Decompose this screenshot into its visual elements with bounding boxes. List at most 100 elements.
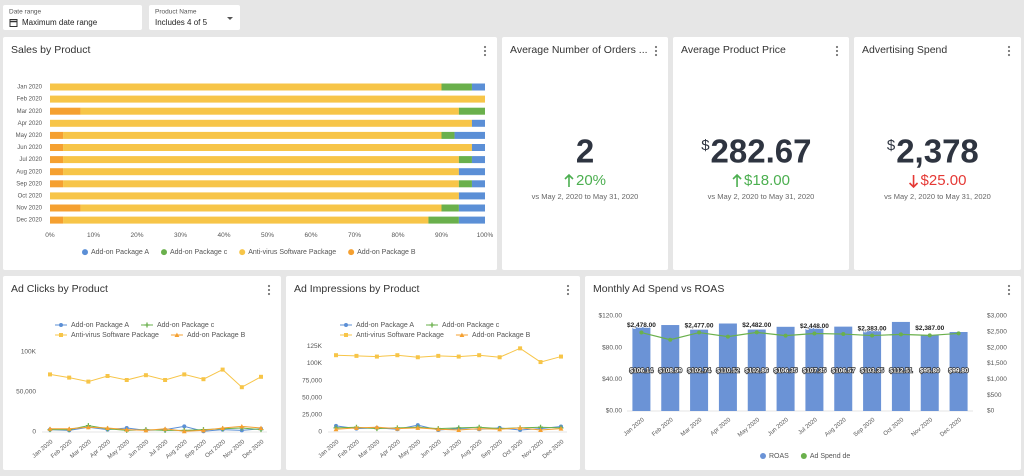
bar — [718, 323, 737, 411]
menu-dot[interactable] — [267, 284, 271, 288]
line-value-label: $2,477.00 — [685, 322, 714, 329]
menu-dot[interactable] — [835, 45, 839, 49]
y-tick-label: Feb 2020 — [17, 97, 43, 103]
marker — [477, 353, 482, 358]
kpi-arrow — [908, 175, 919, 189]
menu-dot[interactable] — [1007, 53, 1011, 57]
marker — [395, 353, 400, 358]
menu-dot[interactable] — [835, 49, 839, 53]
marker — [59, 323, 63, 327]
y-tick-label: Nov 2020 — [16, 206, 42, 212]
marker — [354, 353, 359, 358]
marker — [124, 378, 129, 382]
bar-segment — [441, 131, 455, 139]
series-line — [50, 425, 262, 432]
bar-segment — [428, 216, 459, 224]
filter-box[interactable] — [3, 5, 142, 30]
marker — [344, 333, 348, 337]
x-tick-label: 50% — [261, 232, 274, 239]
bar-segment — [441, 83, 472, 91]
y-tick-label: 100K — [307, 360, 323, 367]
menu-dot[interactable] — [1007, 288, 1011, 292]
marker — [201, 377, 206, 382]
bar-segment — [441, 204, 459, 212]
marker — [220, 367, 225, 372]
menu-dot[interactable] — [654, 53, 658, 57]
line-value-label: $2,478.00 — [627, 322, 656, 329]
menu-dot[interactable] — [267, 288, 271, 292]
marker — [394, 426, 400, 431]
legend-label: Add-on Package A — [71, 322, 129, 329]
marker — [559, 354, 563, 359]
line-value-label: $2,383.00 — [858, 325, 887, 332]
y-tick-label: May 2020 — [16, 133, 43, 139]
menu-dot[interactable] — [566, 288, 570, 292]
marker — [518, 346, 523, 351]
marker — [143, 373, 148, 378]
menu-dot[interactable] — [483, 45, 487, 49]
bar — [891, 321, 910, 411]
marker — [47, 426, 53, 431]
menu-dot[interactable] — [1007, 292, 1011, 296]
marker — [354, 425, 359, 430]
y-tick-label: 0 — [318, 429, 322, 436]
menu-dot[interactable] — [1007, 284, 1011, 288]
kpi-value: 2,378 — [896, 133, 979, 170]
bar-segment — [80, 204, 442, 212]
bar-segment — [63, 144, 472, 151]
legend-label: Add-on Package c — [442, 322, 500, 329]
legend-swatch — [161, 249, 167, 256]
card — [854, 37, 1021, 270]
menu-dot[interactable] — [1007, 49, 1011, 53]
marker — [239, 424, 245, 429]
x-tick-label: 30% — [174, 232, 187, 239]
bar-segment — [50, 95, 485, 103]
legend-label: Anti-virus Software Package — [71, 332, 159, 339]
menu-dot[interactable] — [483, 53, 487, 57]
marker — [435, 426, 441, 432]
menu-dot[interactable] — [267, 292, 271, 296]
marker — [163, 378, 168, 382]
menu-dot[interactable] — [654, 49, 658, 53]
bar-segment — [471, 156, 485, 164]
y-tick-label: 75,000 — [302, 377, 322, 384]
bar-segment — [50, 204, 81, 212]
bar-value-label: $108.59 — [659, 368, 683, 375]
legend-label: Ad Spend de — [810, 453, 851, 460]
bar-segment — [63, 168, 459, 176]
menu-dot[interactable] — [566, 292, 570, 296]
y-tick-label: Jan 2020 — [17, 85, 42, 91]
line-value-label: $2,387.00 — [915, 325, 944, 332]
legend-swatch — [800, 453, 807, 459]
y-tick-label: $0.00 — [606, 408, 623, 415]
marker — [201, 428, 206, 433]
bar-segment — [50, 156, 64, 164]
kpi-prefix: $ — [887, 137, 896, 154]
menu-dot[interactable] — [566, 284, 570, 288]
bar-value-label: $106.14 — [630, 368, 654, 375]
kpi-comparison: vs May 2, 2020 to May 31, 2020 — [884, 192, 991, 201]
filter-box[interactable] — [149, 5, 240, 30]
marker — [220, 425, 226, 430]
menu-dot[interactable] — [654, 45, 658, 49]
menu-dot[interactable] — [483, 49, 487, 53]
marker — [812, 331, 817, 336]
bar-value-label: $103.35 — [860, 368, 884, 375]
menu-dot[interactable] — [1007, 45, 1011, 49]
marker — [105, 374, 110, 378]
legend-label: Anti-virus Software Package — [248, 249, 336, 256]
bar-segment — [63, 216, 429, 224]
bar — [690, 329, 709, 411]
menu-dot[interactable] — [835, 53, 839, 57]
series-line — [641, 331, 959, 341]
bar-segment — [458, 156, 472, 164]
x-tick-label: 40% — [217, 232, 230, 239]
y-tick-label: 125K — [307, 343, 323, 350]
card — [3, 276, 281, 470]
y-tick-label: Apr 2020 — [18, 121, 43, 127]
marker — [124, 427, 130, 432]
y-tick-label: Sep 2020 — [16, 181, 42, 187]
bar-segment — [458, 107, 485, 115]
bar-segment — [50, 144, 64, 151]
